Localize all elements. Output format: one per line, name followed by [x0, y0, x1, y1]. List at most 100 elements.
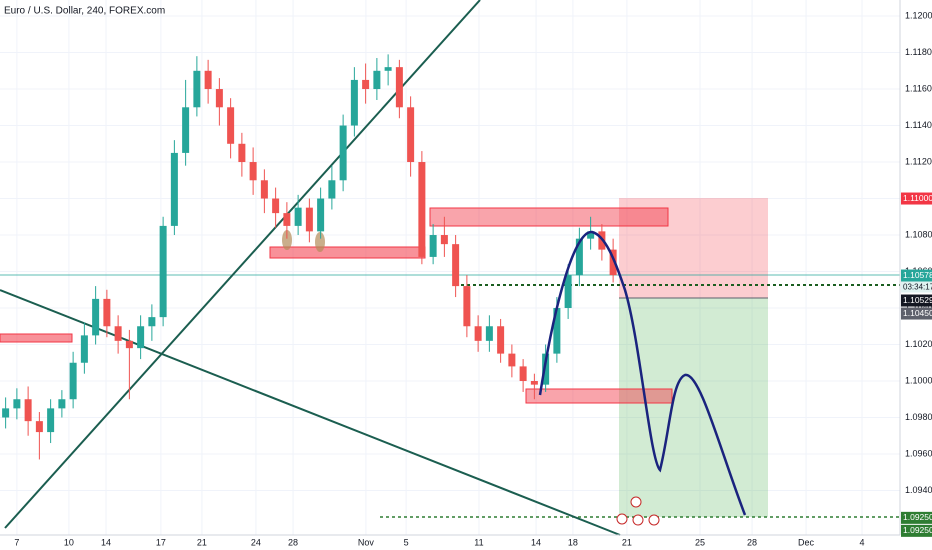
event-icon: [632, 514, 644, 526]
candle-body: [609, 249, 617, 276]
y-tick-label: 1.12000: [905, 10, 932, 20]
candle-body: [564, 275, 572, 309]
x-tick-label: 28: [288, 537, 298, 547]
projection-curve: [538, 230, 747, 516]
drawings: [0, 0, 900, 536]
zone-box: [429, 207, 669, 227]
countdown: 03:34:17: [903, 283, 932, 292]
price-badge: [901, 192, 932, 205]
x-tick-label: 14: [101, 537, 111, 547]
marker: [315, 232, 325, 252]
candle-body: [193, 70, 201, 108]
candle-body: [159, 225, 167, 318]
price-badge-label: 1.10529: [903, 295, 932, 305]
candle-body: [530, 380, 538, 385]
candle-body: [227, 107, 235, 144]
price-badge: [901, 294, 932, 307]
y-tick-label: 1.10200: [905, 339, 932, 349]
candles: [2, 54, 617, 460]
x-tick-label: 21: [622, 537, 632, 547]
countdown-badge: [901, 281, 932, 293]
event-icon: [616, 513, 628, 525]
candle-body: [125, 340, 133, 349]
candle-body: [474, 326, 482, 341]
candle-body: [2, 408, 10, 418]
x-tick-label: 28: [747, 537, 757, 547]
y-tick-label: 1.11800: [905, 47, 932, 57]
candle-body: [418, 162, 426, 257]
candle-body: [519, 366, 527, 381]
candle-body: [114, 326, 122, 341]
y-tick-label: 1.10400: [905, 302, 932, 312]
candle-body: [137, 326, 145, 349]
zone-box: [525, 388, 673, 404]
candle-body: [13, 399, 21, 409]
y-tick-label: 1.09600: [905, 448, 932, 458]
candle-body: [260, 180, 268, 199]
x-tick-label: 7: [14, 537, 19, 547]
candle-body: [575, 238, 583, 276]
price-badge: [901, 511, 932, 524]
candle-body: [249, 162, 257, 181]
candle-body: [58, 399, 66, 409]
candle-body: [272, 198, 280, 214]
candle-body: [283, 213, 291, 226]
candle-body: [485, 326, 493, 341]
marker: [282, 230, 292, 250]
y-tick-label: 1.11400: [905, 120, 932, 130]
chart-title: Euro / U.S. Dollar, 240, FOREX.com: [4, 6, 165, 17]
candle-body: [328, 180, 336, 199]
x-tick-label: Nov: [358, 537, 375, 547]
grid: [0, 0, 900, 535]
x-tick-label: 24: [251, 537, 261, 547]
x-tick-label: 14: [531, 537, 541, 547]
zone-box: [0, 333, 73, 343]
y-tick-label: 1.11600: [905, 83, 932, 93]
candle-body: [463, 286, 471, 327]
event-icon: [630, 496, 642, 508]
x-tick-label: 11: [474, 537, 483, 547]
price-badge-label: 1.10450: [903, 308, 932, 318]
reward-zone: [619, 298, 768, 517]
x-tick-label: 25: [695, 537, 705, 547]
candle-body: [47, 408, 55, 433]
candle-body: [204, 70, 212, 90]
candle-body: [317, 198, 325, 232]
candle-body: [92, 298, 100, 336]
x-tick-label: 4: [860, 537, 865, 547]
x-tick-label: 5: [404, 537, 409, 547]
candle-body: [452, 244, 460, 287]
price-badge: [901, 524, 932, 537]
candle-body: [35, 421, 43, 433]
candle-body: [542, 353, 550, 385]
candle-body: [294, 207, 302, 226]
candle-body: [350, 79, 358, 126]
event-icons: [616, 496, 660, 526]
event-icon: [648, 514, 660, 526]
candle-body: [69, 362, 77, 400]
trendline: [0, 289, 621, 536]
y-tick-label: 1.11200: [905, 156, 932, 166]
y-tick-label: 1.10000: [905, 375, 932, 385]
candle-body: [395, 67, 403, 108]
candle-body: [148, 317, 156, 327]
candle-body: [440, 235, 448, 245]
candle-body: [339, 125, 347, 181]
price-badge-label: 1.09250: [903, 525, 932, 535]
candle-body: [362, 79, 370, 90]
candle-body: [497, 326, 505, 354]
candle-body: [553, 308, 561, 354]
y-tick-label: 1.09400: [905, 485, 932, 495]
candle-body: [305, 207, 313, 232]
candle-body: [170, 152, 178, 226]
x-tick-label: Dec: [798, 537, 815, 547]
x-tick-label: 21: [197, 537, 207, 547]
candle-body: [384, 67, 392, 71]
candle-body: [182, 107, 190, 153]
candle-body: [24, 399, 32, 422]
axes: 1.12000 1.11800 1.11600 1.11400 1.11200 1.110…: [14, 10, 932, 547]
risk-zone: [619, 198, 768, 298]
price-badge-label: 1.11000: [903, 193, 932, 203]
candle-body: [80, 335, 88, 363]
